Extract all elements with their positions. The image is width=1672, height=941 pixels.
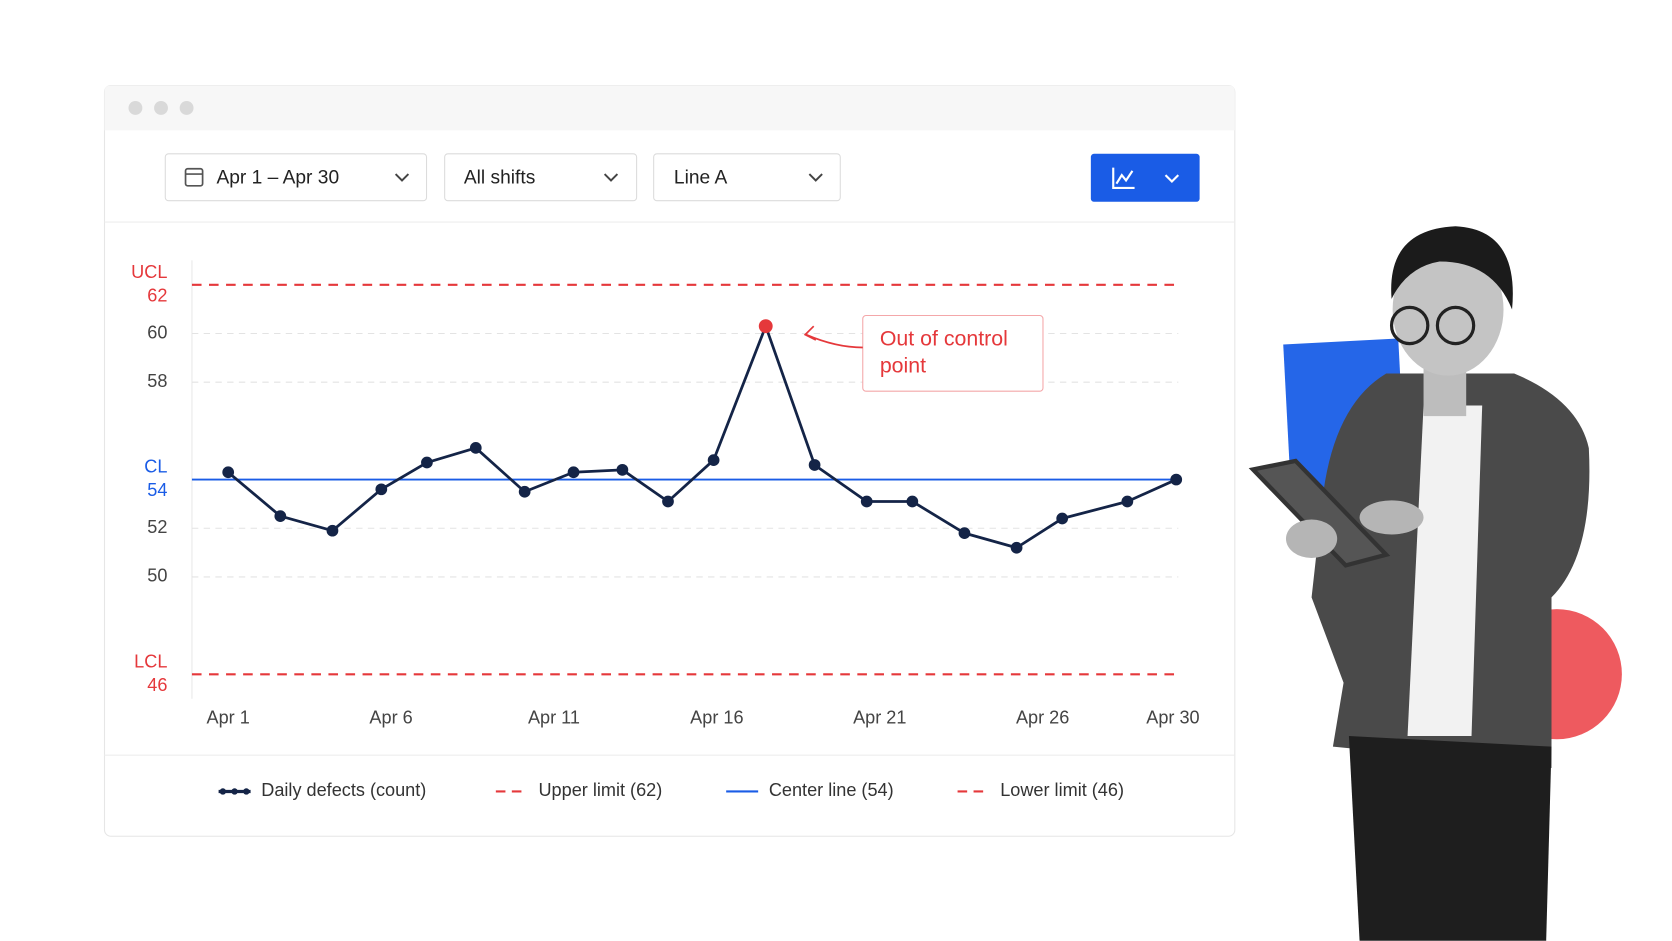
series-line bbox=[227, 324, 1177, 550]
dropdown-label: Line A bbox=[674, 167, 728, 188]
legend-label: Daily defects (count) bbox=[261, 780, 426, 800]
illustration bbox=[1248, 226, 1622, 941]
annotation-arrowhead bbox=[803, 325, 817, 341]
legend-swatch-dot bbox=[243, 788, 250, 795]
chevron bbox=[603, 173, 619, 182]
shift-dropdown[interactable]: All shifts bbox=[444, 153, 638, 202]
point bbox=[1121, 495, 1134, 508]
point bbox=[375, 483, 388, 496]
x-tick-label: Apr 11 bbox=[528, 708, 580, 728]
point bbox=[326, 524, 339, 537]
glasses bbox=[1389, 305, 1430, 346]
chevron bbox=[394, 173, 410, 182]
title-bar bbox=[104, 85, 1235, 131]
point bbox=[707, 454, 720, 466]
chart-type-button[interactable] bbox=[1090, 153, 1200, 202]
y-tick-label: 58 bbox=[147, 371, 167, 391]
point bbox=[616, 463, 629, 476]
glasses bbox=[1435, 305, 1476, 346]
tshirt bbox=[1407, 405, 1483, 737]
point bbox=[1170, 473, 1183, 486]
legend-swatch-dot bbox=[231, 788, 238, 795]
point bbox=[906, 495, 919, 508]
x-tick-label: Apr 6 bbox=[369, 708, 412, 728]
button[interactable] bbox=[1090, 153, 1200, 202]
limit-value: 62 bbox=[147, 285, 167, 305]
dropdown-box[interactable] bbox=[653, 153, 841, 202]
pants bbox=[1348, 736, 1552, 941]
point bbox=[421, 456, 433, 469]
point bbox=[1010, 541, 1023, 554]
limit-value: 54 bbox=[147, 480, 167, 500]
point bbox=[469, 442, 482, 454]
legend-label: Upper limit (62) bbox=[538, 780, 662, 800]
window-dot bbox=[179, 101, 194, 115]
window-dot bbox=[154, 101, 168, 115]
y-tick-label: 50 bbox=[147, 566, 167, 586]
limit-label: CL bbox=[144, 457, 167, 477]
chevron bbox=[1164, 174, 1180, 184]
point bbox=[222, 466, 235, 479]
x-tick-label: Apr 30 bbox=[1146, 708, 1199, 728]
x-tick-label: Apr 1 bbox=[207, 708, 250, 728]
limit-label: UCL bbox=[131, 262, 167, 282]
date-dropdown[interactable]: Apr 1 – Apr 30 bbox=[164, 153, 428, 202]
point bbox=[518, 485, 531, 498]
y-tick-label: 60 bbox=[147, 322, 167, 342]
point bbox=[662, 495, 674, 508]
plot: 50 52 58 60 Apr 1 Apr 6 Apr 11 Apr 16 Apr 21 Apr … bbox=[131, 262, 1199, 800]
dropdown-label: Apr 1 – Apr 30 bbox=[216, 167, 339, 188]
annotation-text: Out of control point bbox=[879, 327, 1008, 378]
chart-icon bbox=[1112, 167, 1135, 189]
point bbox=[860, 495, 873, 508]
point bbox=[1056, 512, 1069, 525]
annotation-arrow bbox=[805, 333, 863, 349]
point bbox=[808, 459, 821, 471]
highlight-point bbox=[758, 319, 773, 334]
x-tick-label: Apr 21 bbox=[853, 708, 906, 728]
x-tick-label: Apr 16 bbox=[690, 708, 743, 728]
legend-swatch-dot bbox=[219, 788, 227, 795]
chevron bbox=[808, 173, 823, 182]
y-tick-label: 52 bbox=[147, 517, 167, 537]
point bbox=[958, 527, 971, 539]
dropdown-box[interactable] bbox=[164, 153, 428, 202]
dropdown-label: All shifts bbox=[464, 167, 535, 188]
point bbox=[274, 510, 287, 522]
line-dropdown[interactable]: Line A bbox=[653, 153, 841, 202]
annotation: Out of control point bbox=[879, 327, 1008, 378]
x-tick-label: Apr 26 bbox=[1016, 708, 1069, 728]
legend-label: Center line (54) bbox=[769, 780, 894, 800]
limit-value: 46 bbox=[147, 675, 167, 695]
annotation-box bbox=[862, 314, 1044, 392]
point bbox=[567, 466, 580, 479]
window-dot bbox=[128, 101, 143, 115]
calendar-icon bbox=[184, 167, 204, 187]
dropdown-box[interactable] bbox=[444, 153, 638, 202]
hand bbox=[1285, 519, 1338, 558]
limit-label: LCL bbox=[134, 651, 167, 671]
hand bbox=[1359, 500, 1424, 535]
legend-label: Lower limit (46) bbox=[1000, 780, 1124, 800]
hair bbox=[1391, 226, 1513, 310]
